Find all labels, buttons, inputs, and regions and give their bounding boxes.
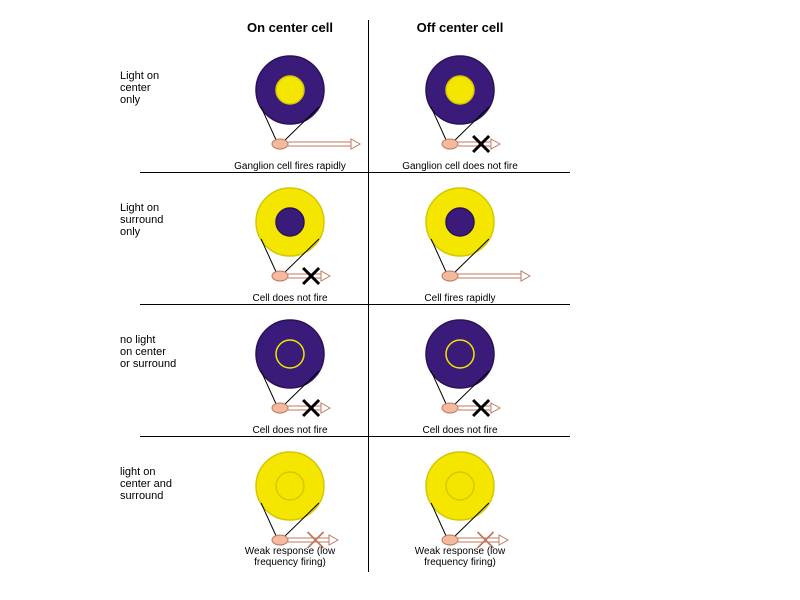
receptive-field-cell: Weak response (lowfrequency firing) <box>210 440 370 568</box>
divider-horizontal <box>140 172 570 173</box>
receptive-field-cell: Cell does not fire <box>210 308 370 436</box>
divider-horizontal <box>140 304 570 305</box>
receptive-field-cell: Cell does not fire <box>210 176 370 304</box>
row-label: no lighton centeror surround <box>120 334 190 370</box>
receptive-field-cell: Ganglion cell fires rapidly <box>210 44 370 172</box>
divider-horizontal <box>140 436 570 437</box>
cell-caption: Ganglion cell fires rapidly <box>210 161 370 172</box>
receptive-field-cell: Ganglion cell does not fire <box>380 44 540 172</box>
cell-caption: Ganglion cell does not fire <box>380 161 540 172</box>
col-header-on-center: On center cell <box>210 20 370 35</box>
row-label: Light oncenteronly <box>120 70 190 106</box>
receptive-field-cell: Weak response (lowfrequency firing) <box>380 440 540 568</box>
cell-caption: Weak response (lowfrequency firing) <box>380 546 540 568</box>
receptive-field-cell: Cell fires rapidly <box>380 176 540 304</box>
cell-caption: Cell does not fire <box>210 293 370 304</box>
row-label: light oncenter andsurround <box>120 466 190 502</box>
cell-caption: Cell does not fire <box>210 425 370 436</box>
cell-caption: Cell does not fire <box>380 425 540 436</box>
receptive-field-cell: Cell does not fire <box>380 308 540 436</box>
cell-caption: Weak response (lowfrequency firing) <box>210 546 370 568</box>
row-label: Light onsurroundonly <box>120 202 190 238</box>
cell-caption: Cell fires rapidly <box>380 293 540 304</box>
col-header-off-center: Off center cell <box>380 20 540 35</box>
diagram-stage: On center cell Off center cell Light onc… <box>120 20 680 580</box>
